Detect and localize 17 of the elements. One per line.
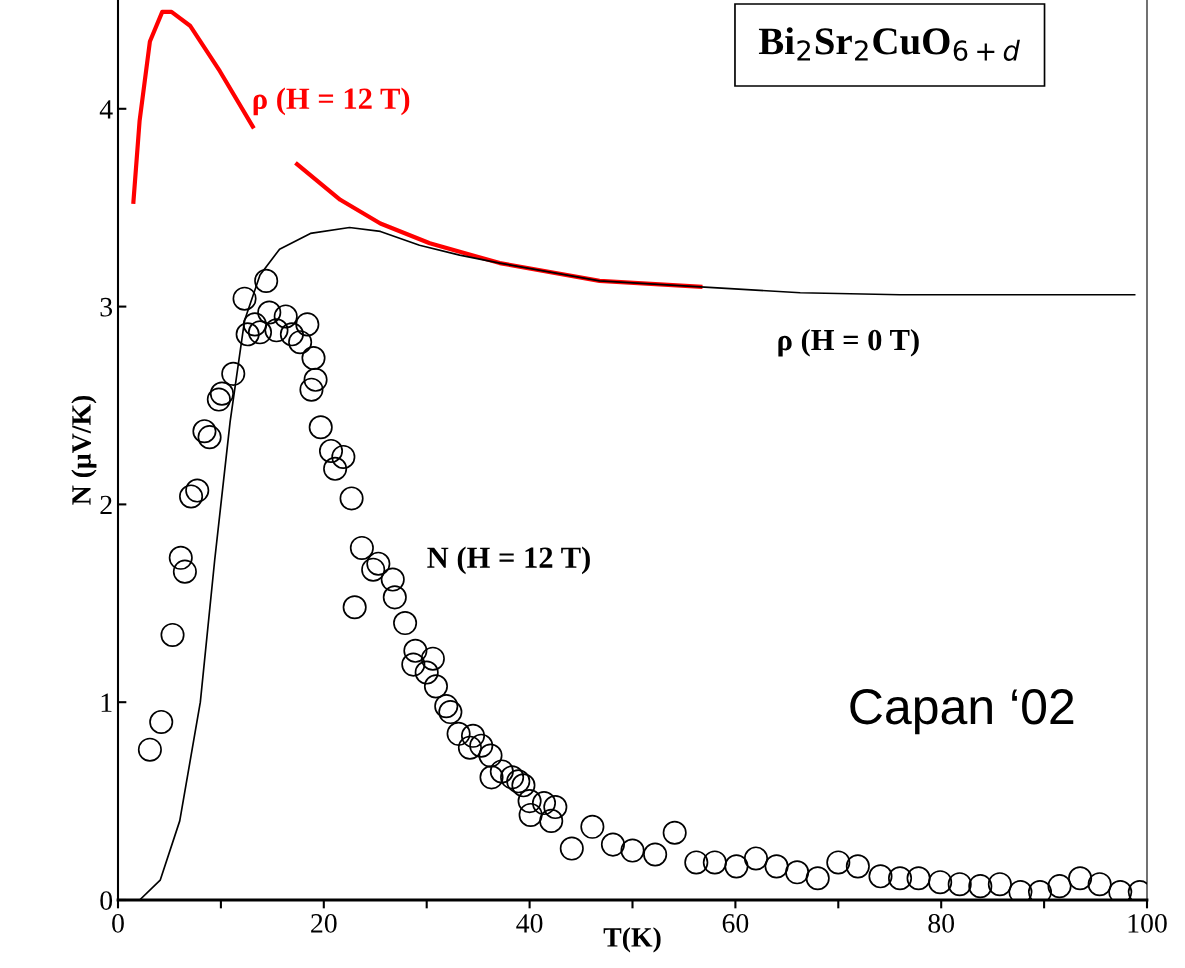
y-tick-label: 1 bbox=[101, 693, 112, 712]
series-label: ρ (H = 0 T) bbox=[778, 328, 919, 357]
x-tick-label: 40 bbox=[516, 914, 543, 933]
series-label: ρ (H = 12 T) bbox=[253, 87, 410, 116]
x-tick-label: 100 bbox=[1128, 914, 1167, 933]
x-tick-label: 20 bbox=[311, 914, 337, 933]
y-axis-title: N (μV/K) bbox=[71, 395, 97, 505]
x-tick-label: 80 bbox=[928, 914, 955, 933]
y-tick-label: 2 bbox=[100, 495, 112, 515]
x-tick-label: 60 bbox=[722, 914, 749, 933]
y-tick-label: 0 bbox=[100, 891, 113, 910]
annotation: Bi$_{2}$Sr$_{2}$CuO$_{6+d}$ bbox=[758, 27, 1020, 61]
series-label: N (H = 12 T) bbox=[427, 546, 590, 575]
annotation: Capan ‘02 bbox=[850, 689, 1074, 735]
y-tick-label: 3 bbox=[100, 297, 113, 317]
x-axis-title: T(K) bbox=[603, 927, 661, 953]
y-tick-label: 4 bbox=[99, 100, 113, 119]
